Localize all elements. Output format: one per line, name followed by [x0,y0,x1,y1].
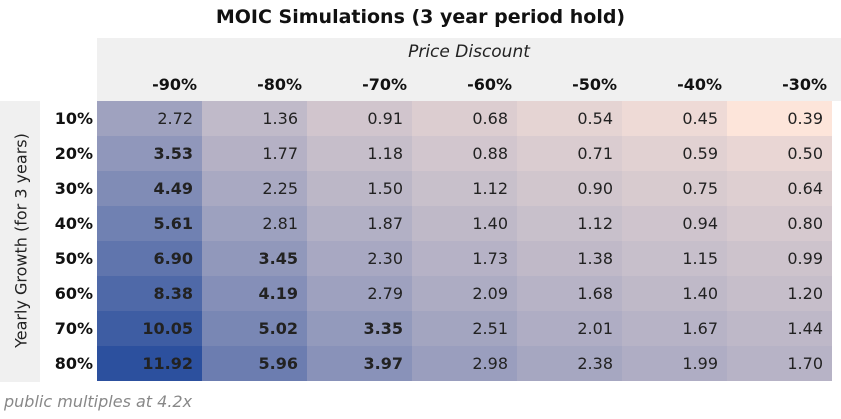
column-label: -50% [572,75,617,94]
cell: 1.68 [517,276,622,311]
row-label: 80% [54,354,93,373]
column-header: Price Discount [408,42,530,62]
title: MOIC Simulations (3 year period hold) [215,6,626,28]
cell: 1.12 [412,171,517,206]
column-label: -60% [467,75,512,94]
cell: 5.02 [202,311,307,346]
column-label: -90% [152,75,197,94]
cell: 3.97 [307,346,412,381]
cell: 2.72 [97,101,202,136]
cell: 5.96 [202,346,307,381]
cell: 0.91 [307,101,412,136]
cell: 6.90 [97,241,202,276]
cell: 2.81 [202,206,307,241]
cell: 0.80 [727,206,832,241]
cell: 2.98 [412,346,517,381]
cell: 0.75 [622,171,727,206]
column-label: -70% [362,75,407,94]
cell: 5.61 [97,206,202,241]
cell: 1.20 [727,276,832,311]
cell: 8.38 [97,276,202,311]
cell: 0.54 [517,101,622,136]
row-label: 50% [54,249,93,268]
cell: 2.38 [517,346,622,381]
cell: 0.45 [622,101,727,136]
row-label: 60% [54,284,93,303]
cell: 0.71 [517,136,622,171]
cell: 1.40 [412,206,517,241]
cell: 1.12 [517,206,622,241]
cell: 0.50 [727,136,832,171]
cell: 0.59 [622,136,727,171]
cell: 1.36 [202,101,307,136]
header-band [97,38,841,101]
cell: 0.94 [622,206,727,241]
cell: 1.18 [307,136,412,171]
cell: 1.50 [307,171,412,206]
cell: 4.49 [97,171,202,206]
row-label: 20% [54,144,93,163]
cell: 1.38 [517,241,622,276]
row-label: 30% [54,179,93,198]
side-band [0,101,40,382]
cell: 11.92 [97,346,202,381]
cell: 1.87 [307,206,412,241]
cell: 0.90 [517,171,622,206]
cell: 3.35 [307,311,412,346]
cell: 2.01 [517,311,622,346]
cell: 1.70 [727,346,832,381]
column-label: -80% [257,75,302,94]
cell: 1.77 [202,136,307,171]
cell: 2.25 [202,171,307,206]
footnote: public multiples at 4.2x [4,392,193,411]
cell: 0.68 [412,101,517,136]
cell: 1.99 [622,346,727,381]
cell: 3.45 [202,241,307,276]
cell: 1.67 [622,311,727,346]
cell: 4.19 [202,276,307,311]
cell: 10.05 [97,311,202,346]
cell: 2.30 [307,241,412,276]
cell: 0.39 [727,101,832,136]
cell: 1.40 [622,276,727,311]
cell: 1.15 [622,241,727,276]
cell: 0.64 [727,171,832,206]
column-label: -30% [782,75,827,94]
row-label: 70% [54,319,93,338]
row-label: 40% [54,214,93,233]
cell: 2.79 [307,276,412,311]
cell: 3.53 [97,136,202,171]
cell: 1.44 [727,311,832,346]
row-header: Yearly Growth (for 3 years) [11,133,31,348]
cell: 0.88 [412,136,517,171]
cell: 2.09 [412,276,517,311]
column-label: -40% [677,75,722,94]
row-label: 10% [54,109,93,128]
cell: 1.73 [412,241,517,276]
cell: 0.99 [727,241,832,276]
cell: 2.51 [412,311,517,346]
